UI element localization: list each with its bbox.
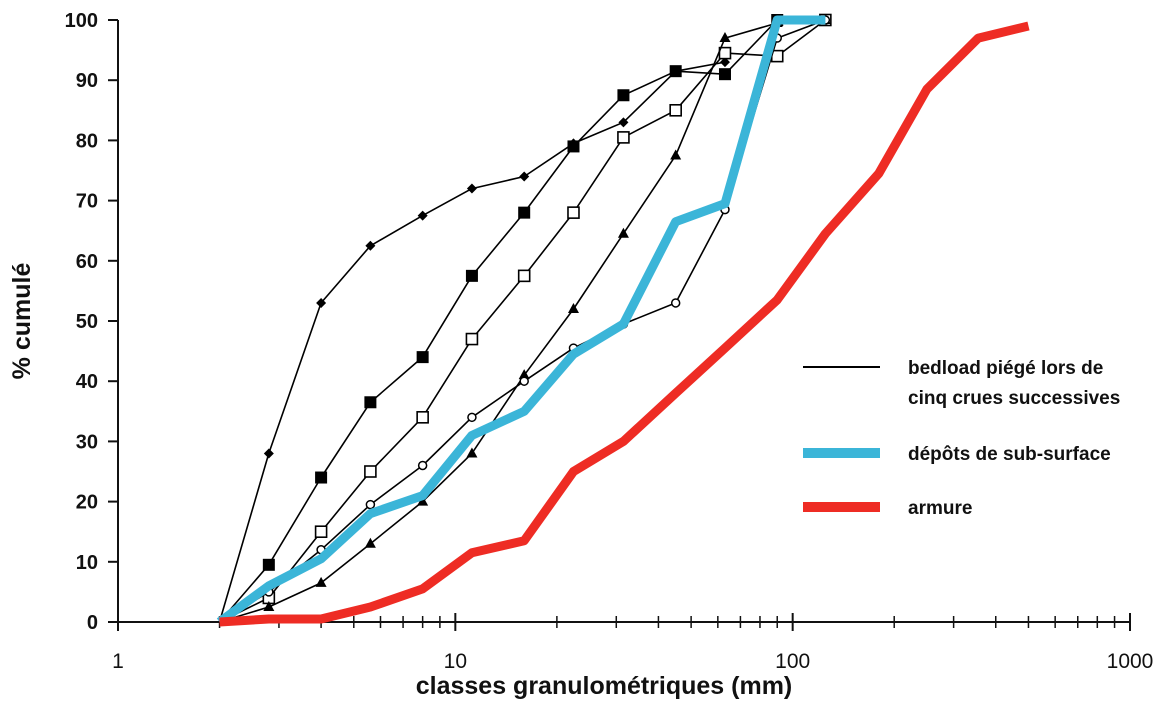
data-point bbox=[364, 465, 377, 478]
data-point bbox=[617, 227, 629, 238]
data-point bbox=[364, 537, 376, 548]
y-tick-label: 90 bbox=[76, 70, 98, 92]
x-tick-label: 1 bbox=[112, 650, 124, 673]
data-point bbox=[669, 104, 682, 117]
legend-item-2: armure bbox=[803, 498, 972, 519]
data-point bbox=[466, 183, 477, 194]
legend-label: cinq crues successives bbox=[908, 388, 1120, 409]
data-point bbox=[315, 576, 327, 587]
series-line bbox=[219, 19, 826, 623]
data-point bbox=[567, 140, 580, 153]
x-tick-label: 1000 bbox=[1107, 650, 1154, 673]
series-line bbox=[219, 19, 826, 623]
data-point bbox=[719, 32, 731, 43]
legend: bedload piégé lors de cinq crues successi… bbox=[803, 358, 1120, 519]
data-point bbox=[669, 65, 682, 78]
data-point bbox=[617, 131, 630, 144]
data-point bbox=[466, 447, 478, 458]
data-point bbox=[670, 298, 681, 308]
data-point bbox=[364, 396, 377, 409]
data-point bbox=[567, 206, 580, 219]
legend-label: bedload piégé lors de bbox=[908, 358, 1103, 379]
data-point bbox=[467, 412, 477, 423]
data-point bbox=[263, 448, 274, 459]
series-line bbox=[218, 19, 826, 623]
legend-item-0: bedload piégé lors de cinq crues successi… bbox=[803, 358, 1120, 409]
legend-label: armure bbox=[908, 498, 972, 519]
y-tick-label: 10 bbox=[76, 552, 98, 574]
series-1 bbox=[218, 14, 832, 623]
data-point bbox=[670, 149, 682, 160]
data-point bbox=[365, 240, 376, 251]
data-point bbox=[263, 600, 275, 611]
legend-label: dépôts de sub-surface bbox=[908, 444, 1111, 465]
series-line bbox=[219, 21, 1030, 627]
data-point bbox=[417, 210, 428, 221]
y-tick-label: 40 bbox=[76, 371, 98, 393]
data-point bbox=[262, 558, 275, 571]
data-point bbox=[416, 411, 429, 424]
data-point bbox=[518, 369, 530, 380]
data-point bbox=[519, 171, 530, 182]
data-point bbox=[316, 297, 327, 308]
data-point bbox=[617, 89, 630, 102]
y-tick-label: 70 bbox=[76, 191, 98, 213]
data-point bbox=[567, 302, 579, 313]
y-tick-label: 100 bbox=[65, 10, 98, 32]
series-line bbox=[216, 15, 826, 626]
data-point bbox=[315, 471, 328, 484]
data-point bbox=[519, 376, 529, 386]
series-4 bbox=[219, 15, 831, 623]
series-line bbox=[219, 19, 826, 623]
y-tick-label: 30 bbox=[76, 431, 98, 453]
x-axis-title: classes granulométriques (mm) bbox=[416, 672, 793, 700]
y-axis-title: % cumulé bbox=[8, 263, 36, 380]
y-tick-label: 50 bbox=[76, 311, 98, 333]
x-tick-label: 10 bbox=[444, 650, 467, 673]
data-point bbox=[416, 351, 429, 364]
data-point bbox=[417, 460, 428, 471]
legend-item-1: dépôts de sub-surface bbox=[803, 444, 1111, 465]
series-layer bbox=[216, 13, 1030, 627]
data-point bbox=[365, 499, 376, 510]
data-point bbox=[518, 206, 531, 219]
series-2 bbox=[219, 13, 832, 623]
data-point bbox=[718, 68, 731, 81]
y-tick-label: 20 bbox=[76, 492, 98, 514]
series-5 bbox=[216, 15, 826, 626]
y-tick-label: 80 bbox=[76, 130, 98, 152]
y-tick-label: 60 bbox=[76, 251, 98, 273]
series-6 bbox=[219, 21, 1030, 627]
data-point bbox=[618, 117, 629, 128]
x-tick-label: 100 bbox=[775, 650, 810, 673]
data-point bbox=[465, 269, 478, 282]
series-3 bbox=[219, 14, 831, 623]
y-tick-label: 0 bbox=[87, 612, 98, 634]
data-point bbox=[465, 332, 479, 346]
data-point bbox=[314, 525, 328, 539]
data-point bbox=[719, 57, 730, 68]
data-point bbox=[417, 495, 429, 506]
data-point bbox=[517, 269, 531, 283]
